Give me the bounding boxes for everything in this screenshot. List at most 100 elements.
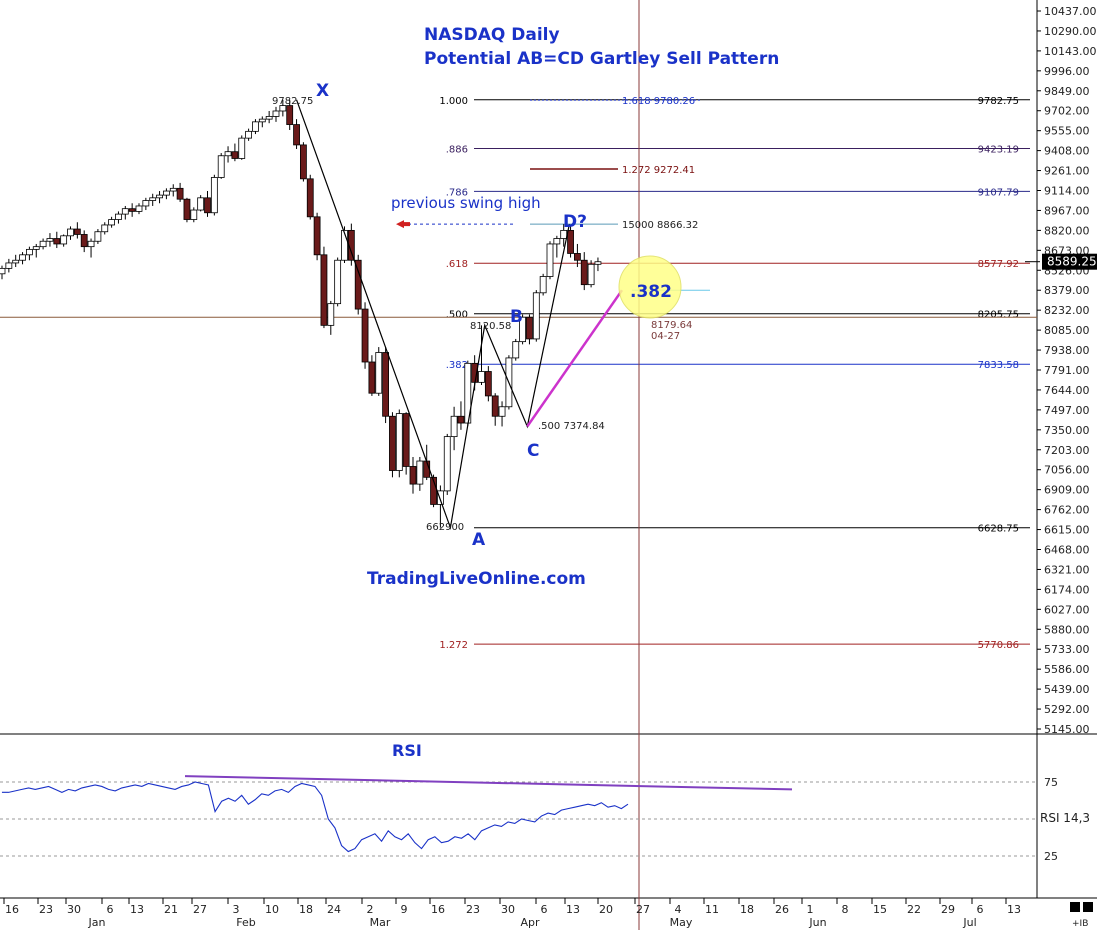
day-label: 13 [1007, 903, 1021, 916]
price-tick-label: 9555.00 [1044, 125, 1090, 138]
price-tick-label: 9996.00 [1044, 65, 1090, 78]
candle-body [252, 121, 259, 132]
cd-trend-line [526, 289, 624, 428]
candle-body [101, 224, 109, 233]
candle-body [512, 341, 520, 359]
pivot-a-price: 662900 [426, 522, 464, 533]
scroll-right-icon[interactable] [1083, 902, 1093, 912]
month-label: Feb [236, 916, 255, 929]
candle-body [580, 259, 588, 286]
candle-body [94, 231, 102, 242]
month-label: Jan [88, 916, 106, 929]
candle-body [183, 198, 191, 220]
pivot-b-label: B [510, 307, 523, 327]
candle-body [19, 254, 26, 261]
price-tick-label: 9408.00 [1044, 145, 1090, 158]
candle-body [67, 228, 74, 237]
day-label: 23 [39, 903, 53, 916]
point-date-label: 04-27 [651, 331, 680, 342]
day-label: 13 [130, 903, 144, 916]
pivot-d-label: D? [563, 212, 587, 232]
candle-body [286, 105, 294, 125]
candle-body [60, 235, 68, 245]
candle-body [128, 208, 136, 212]
candle-body [587, 263, 595, 286]
fib-price-label: 7833.58 [978, 360, 1019, 371]
swing-high-arrow-tail [402, 222, 410, 227]
candle-body [320, 254, 328, 326]
candle-body [142, 200, 150, 207]
day-label: 10 [265, 903, 279, 916]
candle-body [375, 352, 383, 394]
candle-body [299, 144, 307, 180]
candle-body [25, 248, 33, 256]
month-label: May [670, 916, 693, 929]
candle-body [80, 234, 88, 248]
rsi-trendline [184, 775, 793, 791]
candle-body [491, 395, 499, 417]
scroll-left-icon[interactable] [1070, 902, 1080, 912]
last-price-value: 8589.25 [1047, 255, 1097, 269]
candle-body [478, 371, 485, 383]
candle-body [224, 151, 232, 157]
fib-price-label: 6628.75 [978, 524, 1019, 535]
zoom-icon[interactable]: +IB [1072, 919, 1088, 929]
candle-body [416, 460, 424, 485]
candle-body [293, 124, 300, 146]
pivot-b-price: 8120.58 [470, 321, 511, 332]
pivot-x-price: 9782.75 [272, 96, 313, 107]
pivot-c-price: .500 7374.84 [538, 421, 605, 432]
candle-body [0, 267, 6, 275]
candle-body [190, 209, 198, 220]
day-label: 27 [193, 903, 207, 916]
price-tick-label: 7203.00 [1044, 444, 1090, 457]
candle-body [354, 259, 362, 310]
candle-body [361, 308, 369, 363]
day-label: 15 [873, 903, 887, 916]
price-tick-label: 6909.00 [1044, 484, 1090, 497]
candle-body [238, 137, 246, 159]
rsi-line [1, 781, 629, 853]
month-label: Apr [520, 916, 540, 929]
candle-body [484, 371, 492, 397]
fib-ratio-label: .618 [446, 259, 468, 270]
day-label: 29 [941, 903, 955, 916]
day-label: 18 [299, 903, 313, 916]
day-label: 9 [401, 903, 408, 916]
point-value-label: 8179.64 [651, 320, 692, 331]
target-zone-label: .382 [630, 282, 672, 302]
candle-body [450, 415, 458, 438]
xabcd-pattern-line [295, 99, 570, 531]
candle-body [574, 253, 581, 261]
candle-body [382, 352, 390, 417]
day-label: 30 [67, 903, 81, 916]
day-label: 24 [327, 903, 341, 916]
price-tick-label: 8085.00 [1044, 324, 1090, 337]
candle-body [402, 413, 410, 467]
candle-body [341, 229, 348, 261]
candle-body [245, 130, 253, 139]
candle-body [87, 240, 95, 248]
price-tick-label: 5733.00 [1044, 643, 1090, 656]
time-axis: 16 23 30 6 13 21 27 3 10 18 24 2 9 16 23 30 6 13 20 27 4 11 18… [3, 898, 1021, 929]
candle-body [149, 197, 157, 201]
fib-price-label: 8577.92 [978, 259, 1019, 270]
fib-price-label: 9782.75 [978, 96, 1019, 107]
candle-body [265, 116, 273, 120]
price-tick-label: 10143.00 [1044, 45, 1097, 58]
day-label: 6 [977, 903, 984, 916]
day-label: 16 [5, 903, 19, 916]
rsi-level-label: 25 [1044, 850, 1058, 863]
candle-body [210, 177, 218, 214]
fib-extensions: 1.618 9780.26 1.272 9272.41 15000 8866.32 [530, 96, 700, 231]
price-tick-label: 9849.00 [1044, 85, 1090, 98]
day-label: 16 [431, 903, 445, 916]
price-tick-label: 6027.00 [1044, 603, 1090, 616]
price-tick-label: 8820.00 [1044, 224, 1090, 237]
candle-body [53, 238, 61, 245]
watermark: TradingLiveOnline.com [367, 569, 586, 589]
last-price-marker [1042, 253, 1097, 270]
candle-body [457, 415, 465, 424]
price-tick-label: 7350.00 [1044, 424, 1090, 437]
day-label: 26 [775, 903, 789, 916]
